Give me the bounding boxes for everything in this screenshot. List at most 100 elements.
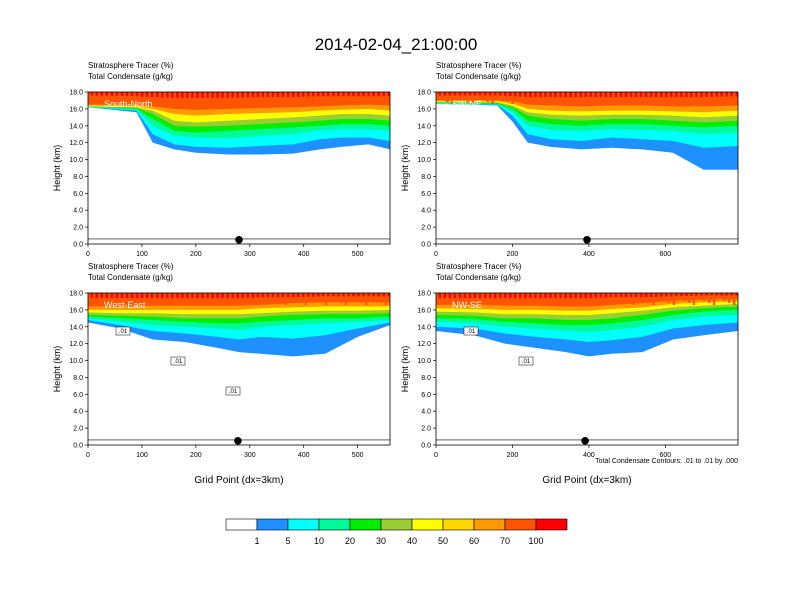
tracer-speckle xyxy=(344,293,348,305)
y-axis-label: Height (km) xyxy=(400,145,410,192)
tracer-speckle xyxy=(279,293,282,303)
y-tick-label: 2.0 xyxy=(421,225,431,232)
tracer-speckle xyxy=(597,92,600,98)
tracer-speckle xyxy=(314,92,318,100)
tracer-speckle xyxy=(637,293,640,299)
tracer-speckle xyxy=(461,293,464,301)
y-tick-label: 16.0 xyxy=(69,307,83,314)
panel-header-tracer: Stratosphere Tracer (%) xyxy=(436,61,522,70)
tracer-speckle xyxy=(551,293,555,305)
tracer-speckle xyxy=(98,293,101,303)
section-label: SW-NE xyxy=(452,99,482,109)
tracer-speckle xyxy=(707,293,711,303)
tracer-speckle xyxy=(551,92,555,104)
y-tick-label: 14.0 xyxy=(417,324,431,331)
tracer-speckle xyxy=(244,92,247,104)
tracer-speckle xyxy=(491,293,494,305)
x-axis-label: Grid Point (dx=3km) xyxy=(542,475,631,486)
tracer-speckle xyxy=(143,92,146,104)
tracer-speckle xyxy=(193,293,197,301)
tracer-speckle xyxy=(289,92,292,98)
tracer-speckle xyxy=(183,293,187,305)
tracer-speckle xyxy=(208,92,212,98)
tracer-speckle xyxy=(436,293,439,299)
y-tick-label: 0.0 xyxy=(73,242,83,249)
tracer-speckle xyxy=(123,92,126,104)
tracer-speckle xyxy=(677,92,681,98)
tracer-speckle xyxy=(727,92,731,102)
tracer-speckle xyxy=(279,92,282,102)
y-tick-label: 16.0 xyxy=(417,307,431,314)
tracer-speckle xyxy=(486,293,489,303)
y-tick-label: 8.0 xyxy=(73,174,83,181)
colorbar-swatch xyxy=(411,518,444,531)
tracer-speckle xyxy=(314,293,318,301)
y-tick-label: 14.0 xyxy=(69,123,83,130)
tracer-speckle xyxy=(667,92,671,102)
tracer-speckle xyxy=(98,92,101,102)
y-tick-label: 12.0 xyxy=(69,341,83,348)
tracer-fill xyxy=(436,92,738,170)
y-tick-label: 8.0 xyxy=(73,375,83,382)
tracer-speckle xyxy=(163,92,167,104)
tracer-speckle xyxy=(647,293,650,303)
tracer-speckle xyxy=(436,92,439,98)
tracer-speckle xyxy=(364,293,368,305)
panel-header-tracer: Stratosphere Tracer (%) xyxy=(88,262,174,271)
tracer-speckle xyxy=(264,293,267,305)
tracer-speckle xyxy=(284,293,287,305)
colorbar-tick-label: 10 xyxy=(314,536,324,546)
x-tick-label: 400 xyxy=(583,251,595,258)
tracer-speckle xyxy=(717,293,721,299)
tracer-speckle xyxy=(531,92,535,104)
contour-label-box xyxy=(225,386,241,396)
tracer-speckle xyxy=(496,293,499,299)
tracer-speckle xyxy=(118,293,121,303)
y-tick-label: 4.0 xyxy=(73,208,83,215)
tracer-speckle xyxy=(592,293,595,305)
tracer-speckle xyxy=(309,293,312,299)
tracer-speckle xyxy=(218,92,222,102)
tracer-speckle xyxy=(249,92,252,98)
tracer-speckle xyxy=(717,92,721,98)
tracer-speckle xyxy=(359,293,363,303)
x-tick-label: 400 xyxy=(583,452,595,459)
tracer-speckle xyxy=(536,293,540,299)
tracer-speckle xyxy=(233,92,237,100)
tracer-speckle xyxy=(682,92,686,100)
tracer-speckle xyxy=(319,92,323,102)
tracer-speckle xyxy=(128,92,131,98)
section-label: NW-SE xyxy=(452,300,482,310)
tracer-speckle xyxy=(466,293,469,303)
tracer-speckle xyxy=(561,293,565,301)
tracer-speckle xyxy=(108,92,111,98)
tracer-speckle xyxy=(556,92,560,98)
tracer-speckle xyxy=(471,92,474,104)
colorbar-swatch xyxy=(349,518,382,531)
colorbar-swatch xyxy=(287,518,320,531)
tracer-speckle xyxy=(93,92,96,100)
tracer-speckle xyxy=(602,92,605,100)
tracer-speckle xyxy=(203,293,207,305)
tracer-speckle xyxy=(727,293,731,303)
tracer-speckle xyxy=(556,293,560,299)
y-tick-label: 12.0 xyxy=(417,140,431,147)
tracer-speckle xyxy=(103,293,106,305)
x-tick-label: 100 xyxy=(136,251,148,258)
tracer-speckle xyxy=(602,293,605,301)
tracer-speckle xyxy=(193,92,197,100)
tracer-speckle xyxy=(294,92,297,100)
panel-header-condensate: Total Condensate (g/kg) xyxy=(436,273,521,282)
tracer-speckle xyxy=(88,92,91,98)
colorbar-tick-label: 40 xyxy=(407,536,417,546)
tracer-speckle xyxy=(173,293,177,301)
tracer-speckle xyxy=(712,92,716,104)
colorbar-tick-label: 1 xyxy=(254,536,259,546)
tracer-speckle xyxy=(501,293,504,301)
tracer-speckle xyxy=(647,92,650,102)
y-tick-label: 4.0 xyxy=(421,409,431,416)
tracer-speckle xyxy=(632,293,635,305)
tracer-speckle xyxy=(581,92,585,100)
tracer-speckle xyxy=(531,293,535,305)
